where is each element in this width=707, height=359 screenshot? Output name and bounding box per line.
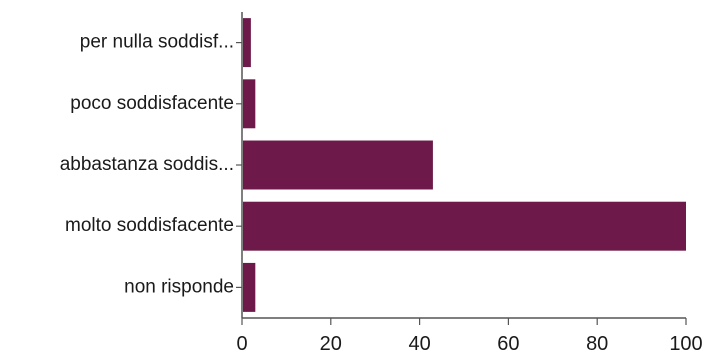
bar-2 — [243, 140, 433, 190]
bar-1 — [243, 79, 256, 129]
category-labels-group: per nulla soddisf... poco soddisfacente ab… — [60, 32, 242, 297]
bars-group — [243, 18, 686, 312]
x-tick-label-5: 100 — [669, 333, 702, 355]
bar-4 — [243, 262, 256, 312]
bar-3 — [243, 201, 686, 251]
bar-0 — [243, 18, 251, 68]
category-label-3: molto soddisfacente — [65, 215, 234, 236]
category-label-1: poco soddisfacente — [70, 93, 234, 114]
x-tick-label-1: 20 — [320, 333, 342, 355]
category-label-0: per nulla soddisf... — [80, 32, 234, 53]
x-tick-label-0: 0 — [236, 333, 247, 355]
x-tick-label-4: 80 — [586, 333, 608, 355]
x-tick-label-2: 40 — [408, 333, 430, 355]
category-label-2: abbastanza soddis... — [60, 154, 234, 175]
x-axis: 0 20 40 60 80 100 — [236, 317, 703, 355]
x-tick-label-3: 60 — [497, 333, 519, 355]
category-label-4: non risponde — [124, 276, 234, 297]
